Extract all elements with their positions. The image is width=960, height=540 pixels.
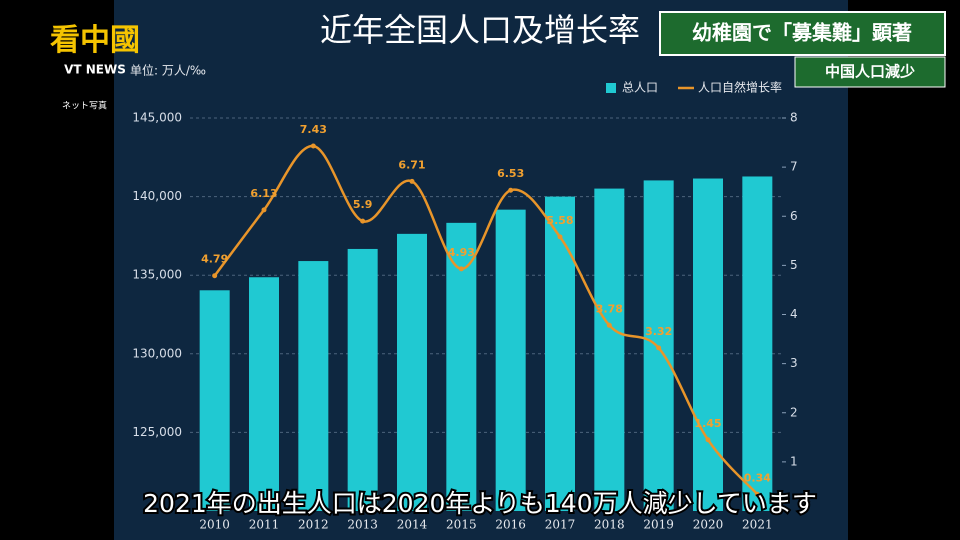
bar bbox=[693, 178, 723, 511]
point bbox=[508, 187, 514, 193]
y2-tick-label: 1 bbox=[790, 454, 798, 468]
chart-title: 近年全国人口及增长率 bbox=[320, 11, 640, 49]
headline-box bbox=[659, 11, 946, 56]
x-tick-label: 2020 bbox=[693, 518, 724, 532]
value-label: 6.13 bbox=[250, 187, 277, 200]
legend-swatch bbox=[606, 83, 616, 93]
x-tick-label: 2021 bbox=[742, 518, 773, 532]
bar bbox=[446, 222, 477, 511]
y2-tick-label: 2 bbox=[790, 405, 798, 419]
x-tick-label: 2015 bbox=[446, 518, 477, 532]
value-label: 6.53 bbox=[497, 167, 524, 180]
y-tick-label: 125,000 bbox=[132, 425, 182, 439]
point bbox=[310, 143, 316, 149]
value-label: 4.79 bbox=[201, 253, 228, 266]
x-tick-label: 2019 bbox=[643, 518, 674, 532]
bar bbox=[495, 209, 526, 512]
x-tick-label: 2011 bbox=[249, 518, 280, 532]
tag: 中国人口減少 bbox=[825, 63, 915, 81]
y-tick-label: 135,000 bbox=[132, 268, 182, 282]
line bbox=[213, 144, 759, 496]
value-label: 7.43 bbox=[300, 123, 327, 136]
unit-label: 单位: 万人/‰ bbox=[130, 63, 206, 78]
legend-label: 总人口 bbox=[622, 81, 658, 95]
x-tick-label: 2013 bbox=[347, 518, 378, 532]
point bbox=[409, 178, 415, 184]
point bbox=[261, 207, 267, 213]
value-label: 3.78 bbox=[596, 302, 623, 315]
bar bbox=[545, 196, 575, 511]
legend-label: 人口自然增长率 bbox=[698, 80, 782, 95]
x-tick-label: 2010 bbox=[199, 518, 230, 532]
y-tick-label: 140,000 bbox=[132, 189, 182, 203]
y2-tick-label: 3 bbox=[790, 356, 798, 370]
x-tick-label: 2012 bbox=[298, 518, 329, 532]
y2-tick-label: 6 bbox=[790, 209, 798, 223]
value-label: 0.34 bbox=[744, 471, 771, 484]
value-label: 4.93 bbox=[448, 246, 475, 259]
value-label: 1.45 bbox=[694, 417, 721, 430]
point bbox=[656, 345, 662, 351]
x-tick-label: 2016 bbox=[495, 518, 526, 532]
caption: 2021年の出生人口は2020年よりも140万人減少しています bbox=[143, 489, 817, 518]
tag-box bbox=[794, 56, 946, 88]
value-label: 5.9 bbox=[353, 198, 373, 211]
bar bbox=[249, 277, 279, 511]
bar bbox=[594, 188, 625, 511]
headline: 幼稚園で「募集難」顕著 bbox=[692, 21, 912, 45]
value-label: 6.71 bbox=[398, 158, 425, 171]
chart-panel bbox=[114, 0, 848, 540]
y2-tick-label: 5 bbox=[790, 258, 798, 272]
value-label: 3.32 bbox=[645, 325, 672, 338]
point bbox=[705, 437, 711, 443]
point bbox=[360, 218, 366, 224]
bar bbox=[397, 233, 427, 512]
y2-tick-label: 7 bbox=[790, 160, 798, 174]
logo: 看中國 bbox=[50, 23, 140, 58]
photo-credit: ネット写真 bbox=[62, 100, 107, 112]
point bbox=[212, 273, 218, 279]
point bbox=[458, 266, 464, 272]
bar bbox=[199, 290, 230, 511]
x-tick-label: 2017 bbox=[545, 518, 576, 532]
bar bbox=[742, 176, 773, 511]
logo-sub: VT NEWS bbox=[64, 63, 126, 77]
x-tick-label: 2014 bbox=[397, 518, 428, 532]
y-tick-label: 130,000 bbox=[132, 346, 182, 360]
bar bbox=[298, 261, 329, 511]
point bbox=[754, 491, 760, 497]
point bbox=[557, 234, 563, 240]
y-tick-label: 145,000 bbox=[132, 111, 182, 125]
value-label: 5.58 bbox=[546, 214, 573, 227]
y2-tick-label: 8 bbox=[790, 111, 798, 125]
point bbox=[606, 322, 612, 328]
x-tick-label: 2018 bbox=[594, 518, 625, 532]
bar bbox=[347, 248, 378, 511]
y2-tick-label: 4 bbox=[790, 307, 798, 321]
